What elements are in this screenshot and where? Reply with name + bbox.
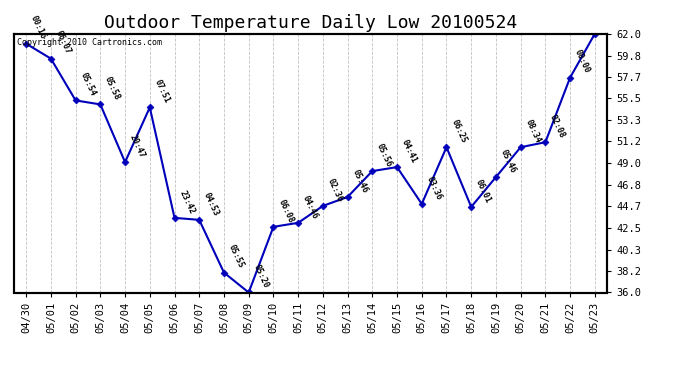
Text: 05:56: 05:56 bbox=[375, 142, 394, 168]
Text: 06:07: 06:07 bbox=[54, 29, 72, 56]
Text: 05:54: 05:54 bbox=[79, 71, 97, 98]
Text: 20:47: 20:47 bbox=[128, 133, 146, 159]
Text: 00:16: 00:16 bbox=[29, 15, 48, 41]
Text: 00:00: 00:00 bbox=[573, 48, 591, 75]
Text: 05:46: 05:46 bbox=[499, 148, 518, 174]
Text: 06:08: 06:08 bbox=[276, 198, 295, 224]
Text: Copyright 2010 Cartronics.com: Copyright 2010 Cartronics.com bbox=[17, 38, 161, 46]
Text: 03:36: 03:36 bbox=[424, 175, 443, 201]
Text: 02:08: 02:08 bbox=[548, 113, 567, 140]
Text: 04:46: 04:46 bbox=[301, 194, 319, 220]
Text: 23:42: 23:42 bbox=[177, 189, 196, 215]
Text: 02:36: 02:36 bbox=[326, 177, 344, 203]
Text: 04:41: 04:41 bbox=[400, 138, 419, 164]
Text: 07:51: 07:51 bbox=[152, 78, 171, 105]
Text: 05:46: 05:46 bbox=[351, 168, 369, 194]
Text: 05:58: 05:58 bbox=[103, 75, 122, 102]
Title: Outdoor Temperature Daily Low 20100524: Outdoor Temperature Daily Low 20100524 bbox=[104, 14, 517, 32]
Text: 06:25: 06:25 bbox=[449, 118, 468, 144]
Text: 04:53: 04:53 bbox=[202, 190, 221, 217]
Text: 08:34: 08:34 bbox=[524, 118, 542, 144]
Text: 05:20: 05:20 bbox=[251, 263, 270, 290]
Text: 06:01: 06:01 bbox=[474, 178, 493, 204]
Text: 05:55: 05:55 bbox=[227, 243, 246, 270]
